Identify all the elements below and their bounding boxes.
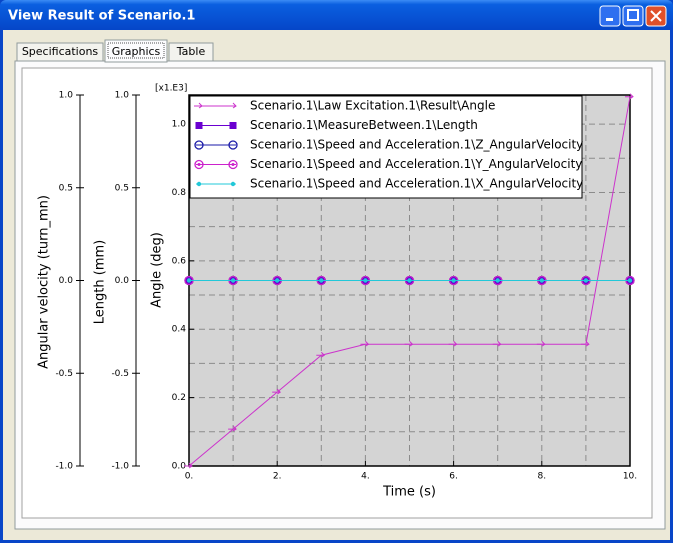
y-axis-title: Angular velocity (turn_mn) (37, 195, 52, 369)
marker (230, 181, 236, 187)
marker (230, 278, 236, 283)
x-tick-label: 6. (449, 472, 458, 482)
marker (625, 93, 634, 100)
tab-label: Specifications (22, 45, 99, 58)
y-axis-title: Length (mm) (93, 240, 108, 324)
marker (360, 340, 370, 347)
window-title: View Result of Scenario.1 (8, 9, 195, 24)
tab[interactable] (16, 42, 104, 62)
y-axis-title: Angle (deg) (150, 232, 165, 308)
y-tick-label: 1.0 (59, 91, 74, 101)
y-tick-label: -1.0 (111, 462, 129, 472)
y-tick-label: 1.0 (115, 91, 130, 101)
y-tick-label: 0.8 (172, 188, 187, 198)
marker (272, 388, 281, 395)
window-buttons (599, 5, 667, 27)
legend-label: Scenario.1\Speed and Acceleration.1\Y_An… (250, 157, 582, 171)
marker (228, 425, 237, 432)
marker (404, 340, 414, 347)
minimize-icon (606, 18, 613, 21)
marker (184, 462, 193, 469)
marker (319, 278, 324, 283)
tab[interactable] (168, 42, 214, 62)
x-tick-label: 8. (538, 472, 547, 482)
marker (228, 159, 238, 170)
marker (194, 140, 204, 150)
y-tick-label: 0.6 (172, 256, 187, 266)
x-tick-label: 4. (361, 472, 370, 482)
y-tick-label: 1.0 (172, 120, 187, 130)
legend-label: Scenario.1\Law Excitation.1\Result\Angle (250, 99, 495, 113)
axis-multiplier: [x1.E3] (155, 84, 187, 94)
marker (194, 159, 204, 170)
x-axis-title: Time (s) (382, 485, 436, 500)
marker (196, 181, 202, 187)
y-tick-label: 0.4 (172, 325, 187, 335)
marker-center (231, 163, 235, 166)
marker (228, 102, 237, 109)
tab[interactable] (104, 39, 168, 63)
marker (194, 102, 203, 109)
marker (195, 122, 203, 129)
y-tick-label: 0.0 (59, 276, 74, 286)
y-tick-label: 0.0 (115, 276, 130, 286)
marker-center (197, 163, 201, 166)
legend-label: Scenario.1\Speed and Acceleration.1\X_An… (250, 177, 583, 191)
marker (583, 278, 589, 283)
marker (495, 278, 500, 283)
title-bar (0, 0, 673, 30)
tab-label: Graphics (112, 45, 161, 58)
marker (539, 278, 544, 283)
legend (189, 95, 583, 199)
legend-label: Scenario.1\Speed and Acceleration.1\Z_An… (250, 138, 583, 152)
marker (407, 278, 412, 283)
x-tick-label: 2. (273, 472, 282, 482)
y-tick-label: 0.0 (172, 462, 187, 472)
minimize-button[interactable] (599, 5, 621, 27)
y-tick-label: 0.5 (59, 183, 73, 193)
x-tick-label: 0. (185, 472, 194, 482)
marker (448, 340, 458, 347)
marker (228, 140, 238, 150)
marker (492, 340, 502, 347)
tab-label: Table (176, 45, 206, 58)
marker (275, 278, 280, 283)
marker (451, 278, 456, 283)
marker (186, 278, 192, 283)
maximize-icon (627, 9, 639, 21)
y-tick-label: 0.2 (172, 393, 186, 403)
marker (536, 340, 546, 347)
marker (627, 278, 633, 283)
marker (580, 340, 590, 347)
y-tick-label: -1.0 (55, 462, 73, 472)
y-tick-label: -0.5 (111, 369, 129, 379)
x-tick-label: 10. (623, 472, 637, 482)
y-tick-label: 0.5 (115, 183, 129, 193)
y-tick-label: -0.5 (55, 369, 73, 379)
marker (316, 351, 326, 358)
marker (229, 122, 237, 129)
close-icon (650, 10, 662, 22)
tab-focus (107, 42, 165, 59)
marker (363, 278, 368, 283)
legend-label: Scenario.1\MeasureBetween.1\Length (250, 118, 478, 132)
